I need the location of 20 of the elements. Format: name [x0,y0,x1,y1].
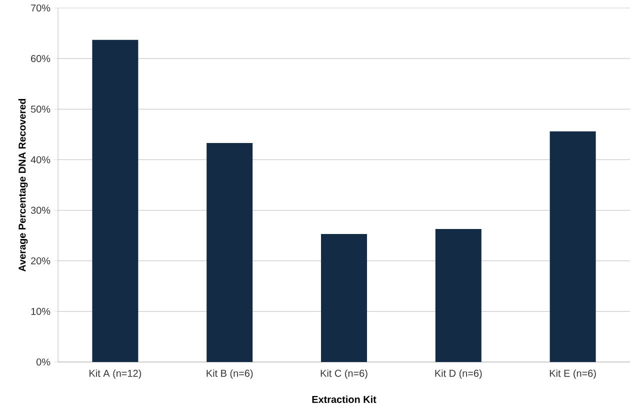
x-tick-label: Kit C (n=6) [320,370,368,379]
y-tick-label: 50% [30,106,50,113]
y-tick-label: 0% [36,358,50,366]
y-tick-label: 40% [30,156,50,164]
y-tick-label: 70% [31,4,50,12]
y-tick-label: 60% [31,55,50,62]
x-axis-title: Extraction Kit [312,396,376,403]
x-tick-label: Kit E (n=6) [550,370,596,379]
bar [321,234,368,362]
bar [435,229,482,362]
x-tick-label: Kit B (n=6) [206,370,253,379]
y-tick-label: 30% [30,206,50,214]
bar [550,131,596,362]
y-tick-label: 20% [31,257,50,264]
bar [206,143,253,362]
y-axis-title: Average Percentage DNA Recovered [18,98,28,272]
bar [92,40,138,362]
x-tick-label: Kit D (n=6) [435,370,482,379]
x-tick-label: Kit A (n=12) [90,370,142,379]
y-tick-label: 10% [31,308,50,315]
